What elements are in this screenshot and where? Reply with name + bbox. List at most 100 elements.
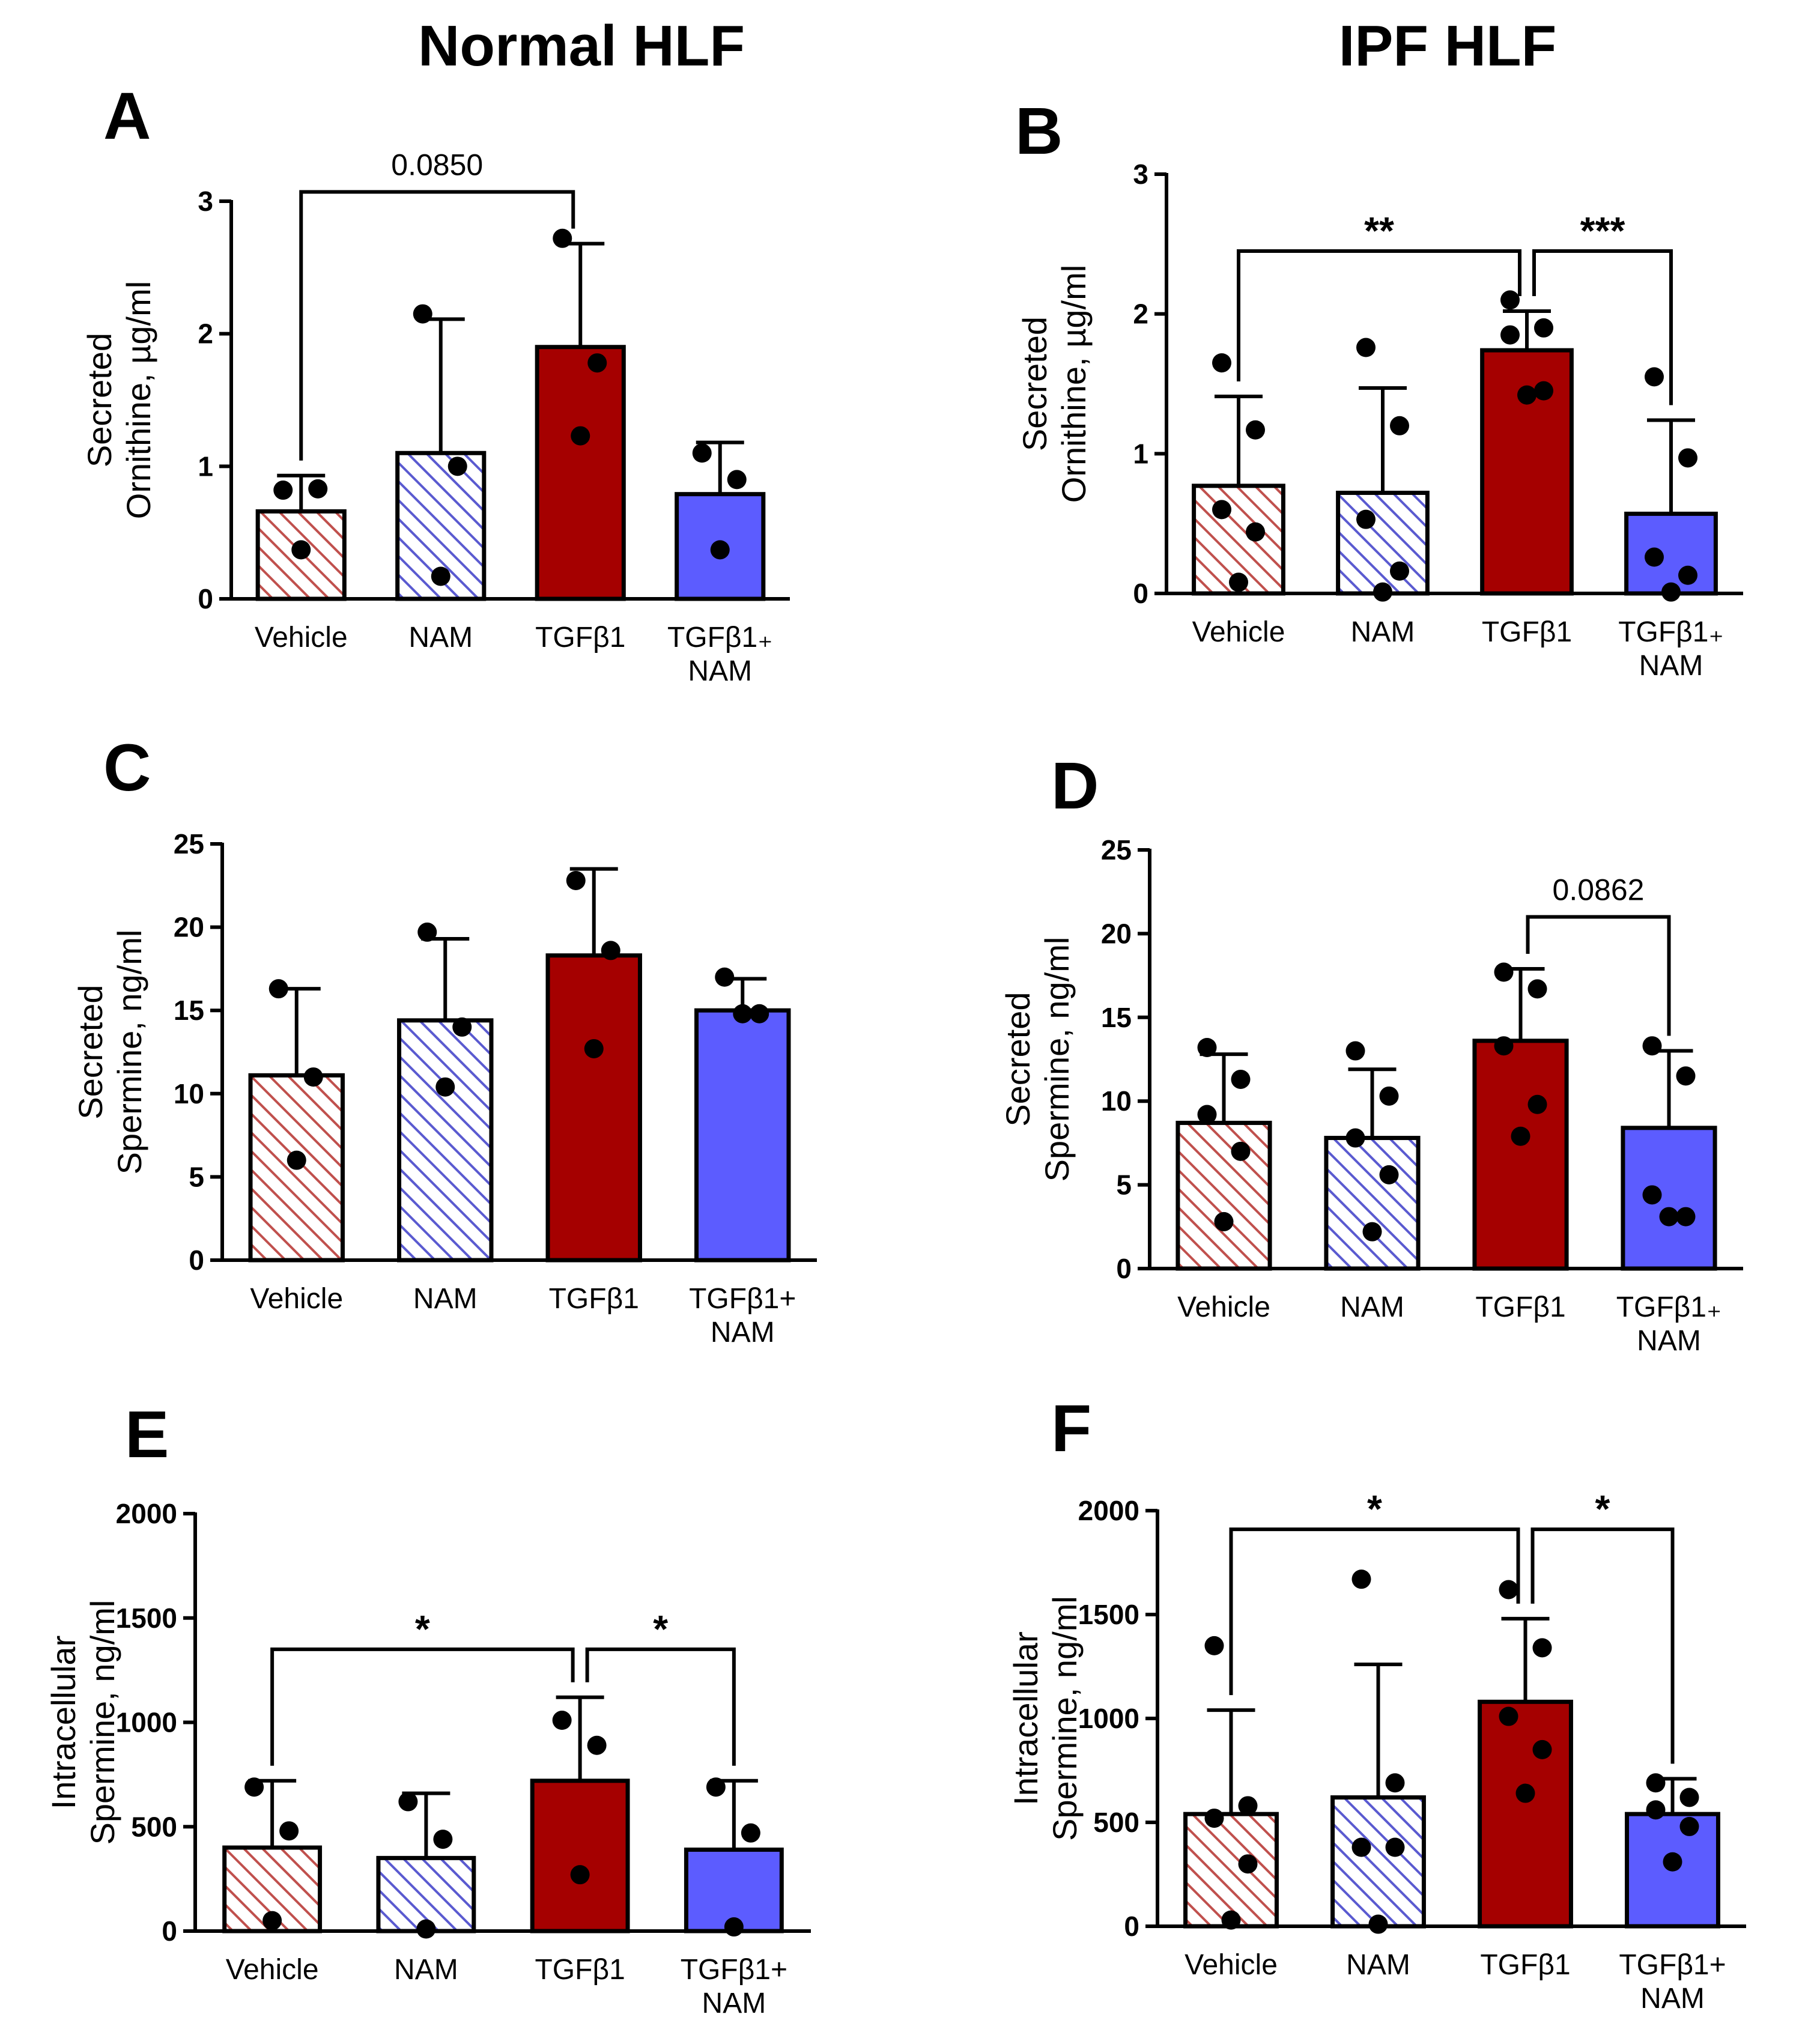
y-tick-label: 1000 xyxy=(1078,1703,1139,1734)
x-tick-label: TGFβ1 xyxy=(1482,616,1572,648)
significance-label: * xyxy=(1595,1487,1610,1530)
x-tick-label: TGFβ1+ xyxy=(1619,1949,1726,1981)
panel-letter-e: E xyxy=(125,1398,169,1472)
data-point xyxy=(1679,1788,1699,1807)
column-title-ipf-hlf: IPF HLF xyxy=(1338,14,1557,78)
data-point xyxy=(1373,582,1392,602)
data-point xyxy=(1499,1706,1518,1726)
significance-label: *** xyxy=(1580,209,1625,252)
data-point xyxy=(1534,318,1553,338)
y-tick-label: 25 xyxy=(174,828,204,860)
data-point xyxy=(1231,1069,1251,1089)
x-tick-label: TGFβ1+ xyxy=(689,1283,796,1315)
data-point xyxy=(1659,1207,1679,1227)
y-tick-label: 3 xyxy=(1133,159,1148,190)
data-point xyxy=(710,540,730,560)
data-point xyxy=(1646,1800,1666,1820)
data-point xyxy=(733,1004,753,1024)
significance-bracket xyxy=(299,190,575,461)
panel-letter-c: C xyxy=(103,731,151,805)
data-point xyxy=(268,979,288,999)
data-point xyxy=(727,470,747,490)
bar xyxy=(1478,1699,1573,1929)
chart-f: Intracellular Spermine, ng/ml 0 500 1000 1500… xyxy=(1007,1487,1746,2015)
data-point xyxy=(1204,1809,1224,1828)
data-point xyxy=(1368,1914,1388,1934)
x-tick-label: NAM xyxy=(413,1283,478,1315)
bar xyxy=(530,1779,630,1933)
data-point xyxy=(1642,1036,1662,1056)
bar xyxy=(255,509,347,601)
data-point xyxy=(1351,1837,1371,1857)
data-point xyxy=(1385,1837,1405,1857)
y-tick-label: 1000 xyxy=(116,1707,177,1738)
data-point xyxy=(273,481,293,500)
data-point xyxy=(587,1735,607,1755)
panel-letter-f: F xyxy=(1051,1392,1092,1466)
significance-bracket xyxy=(1229,1527,1520,1696)
chart-d: Secreted Spermine, ng/ml 0 5 10 15 20 25 Vehicle… xyxy=(999,834,1743,1357)
data-point xyxy=(1527,979,1547,999)
data-point xyxy=(1645,367,1664,387)
x-tick-label: TGFβ1+ xyxy=(681,1954,787,1986)
x-tick-label: TGFβ1 xyxy=(535,1954,625,1986)
data-point xyxy=(1679,1816,1699,1836)
data-point xyxy=(308,479,328,499)
bar xyxy=(376,1855,476,1933)
data-point xyxy=(244,1777,264,1797)
x-tick-label: TGFβ1 xyxy=(535,622,625,654)
panel-e: E Intracellular Spermine, ng/ml 0 500 1000 15… xyxy=(0,1363,908,2044)
y-axis-title-line2: Spermine, ng/ml xyxy=(83,1600,121,1845)
data-point xyxy=(1214,1212,1234,1231)
significance-bracket xyxy=(1526,915,1671,1036)
y-axis-title-line2: Spermine, ng/ml xyxy=(111,930,148,1175)
data-point xyxy=(1356,338,1376,357)
data-point xyxy=(570,1865,590,1885)
data-point xyxy=(1390,561,1409,581)
data-point xyxy=(1494,1036,1514,1056)
x-tick-label: NAM xyxy=(711,1317,775,1348)
data-point xyxy=(706,1777,726,1797)
data-point xyxy=(1212,353,1231,373)
data-point xyxy=(1197,1105,1217,1124)
data-point xyxy=(1379,1165,1399,1184)
y-axis-title-line1: Secreted xyxy=(999,992,1037,1126)
data-point xyxy=(413,304,432,324)
x-tick-label: TGFβ1₊ xyxy=(1618,616,1724,648)
data-point xyxy=(452,1017,472,1037)
data-point xyxy=(398,1792,418,1812)
data-point xyxy=(279,1821,299,1841)
data-point xyxy=(1231,1141,1251,1161)
data-point xyxy=(741,1823,760,1843)
data-point xyxy=(1646,1773,1666,1793)
panel-letter-d: D xyxy=(1051,749,1099,823)
data-point xyxy=(291,540,311,560)
y-tick-label: 3 xyxy=(198,186,213,217)
bar xyxy=(1324,1136,1421,1271)
significance-label: 0.0862 xyxy=(1553,873,1645,907)
bar xyxy=(1192,484,1285,596)
y-tick-label: 0 xyxy=(189,1245,204,1276)
x-tick-label: NAM xyxy=(702,1988,766,2019)
data-point xyxy=(566,870,586,890)
significance-label: * xyxy=(653,1607,668,1651)
bar xyxy=(1175,1120,1272,1271)
data-point xyxy=(1494,962,1514,982)
x-tick-label: Vehicle xyxy=(250,1283,343,1315)
bar xyxy=(535,345,626,601)
data-point xyxy=(1678,448,1697,468)
data-point xyxy=(1197,1037,1217,1057)
x-tick-label: NAM xyxy=(1640,1983,1705,2015)
bar xyxy=(545,953,642,1263)
data-point xyxy=(1351,1569,1371,1589)
y-axis-title-line1: Intracellular xyxy=(44,1636,82,1809)
panel-letter-b: B xyxy=(1015,94,1063,168)
y-tick-label: 0 xyxy=(1124,1911,1139,1942)
y-tick-label: 1500 xyxy=(1078,1599,1139,1630)
data-point xyxy=(724,1917,744,1937)
significance-bracket xyxy=(1532,249,1673,405)
x-tick-label: TGFβ1₊ xyxy=(667,622,773,654)
data-point xyxy=(447,456,467,476)
x-tick-label: Vehicle xyxy=(255,622,348,654)
